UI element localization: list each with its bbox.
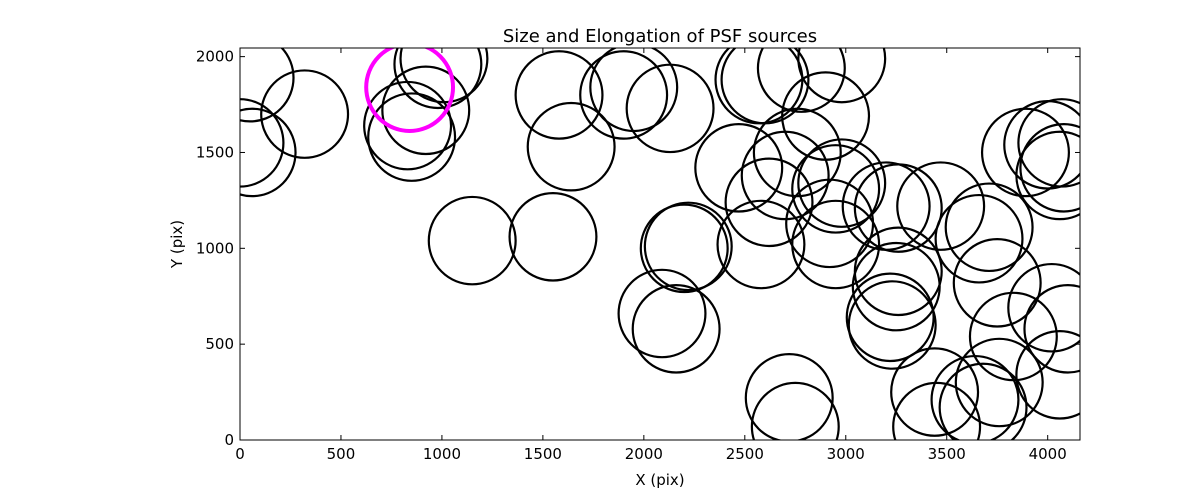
psf-source-ellipse (797, 48, 887, 104)
psf-source-ellipse (1015, 330, 1080, 420)
psf-source-ellipse (367, 92, 457, 182)
x-tick-label: 2500 (726, 445, 764, 463)
psf-source-ellipse (631, 284, 721, 374)
y-tick-label: 500 (205, 335, 234, 353)
psf-source-ellipse (399, 48, 489, 104)
psf-source-ellipse (589, 48, 679, 133)
psf-source-ellipse (381, 65, 471, 156)
psf-source-ellipse (514, 50, 604, 140)
x-tick-label: 2000 (625, 445, 663, 463)
plot-marks (240, 48, 1080, 440)
psf-source-ellipse (944, 182, 1034, 273)
y-tick-label: 1500 (196, 143, 234, 161)
psf-source-ellipse (260, 69, 350, 159)
psf-source-ellipse (791, 199, 881, 290)
psf-source-ellipse (1015, 130, 1080, 221)
psf-source-ellipse (1019, 123, 1080, 213)
psf-source-ellipse (617, 268, 707, 359)
psf-source-ellipse (240, 107, 297, 198)
y-tick-label: 0 (224, 431, 234, 449)
psf-source-ellipse (980, 107, 1070, 198)
psf-source-ellipse (797, 138, 887, 228)
psf-source-ellipse (847, 280, 937, 370)
psf-source-ellipse (639, 203, 729, 294)
highlighted-source-ellipse (364, 48, 456, 133)
y-axis-label: Y (pix) (168, 220, 186, 269)
x-tick-label: 1000 (423, 445, 461, 463)
x-tick-label: 1500 (524, 445, 562, 463)
psf-source-ellipse (968, 291, 1058, 382)
psf-source-ellipse (1017, 98, 1080, 188)
psf-source-ellipse (845, 272, 935, 363)
psf-source-ellipse (851, 241, 941, 332)
psf-source-ellipse (954, 337, 1044, 428)
psf-source-ellipse (752, 107, 842, 198)
psf-source-ellipse (791, 144, 881, 234)
psf-source-ellipse (427, 195, 517, 286)
psf-source-ellipse (744, 353, 834, 440)
psf-source-ellipse (579, 50, 669, 140)
psf-source-ellipse (716, 199, 806, 290)
psf-source-ellipse (934, 193, 1024, 284)
x-tick-label: 500 (327, 445, 356, 463)
psf-source-ellipse (952, 238, 1042, 328)
x-tick-label: 0 (235, 445, 245, 463)
psf-source-ellipse (240, 48, 295, 123)
y-tick-label: 2000 (196, 48, 234, 66)
psf-source-ellipse (756, 48, 846, 113)
y-tick-label: 1000 (196, 239, 234, 257)
psf-source-ellipse (750, 381, 840, 440)
psf-source-ellipse (720, 48, 810, 125)
x-tick-label: 4000 (1029, 445, 1067, 463)
psf-source-ellipse (896, 161, 986, 251)
psf-source-ellipse (890, 347, 980, 437)
psf-source-ellipse (526, 101, 616, 192)
x-axis-label: X (pix) (635, 471, 684, 489)
psf-source-ellipse (1023, 284, 1080, 374)
psf-source-ellipse (1007, 262, 1080, 353)
plot-frame (239, 47, 1081, 441)
axis-ticks: 0 500 1000 1500 2000 2500 3000 3500 4000 0 500 1000… (196, 48, 1080, 463)
x-tick-label: 3000 (827, 445, 865, 463)
x-tick-label: 3500 (928, 445, 966, 463)
psf-source-ellipse (625, 63, 715, 154)
psf-source-ellipse (508, 192, 598, 282)
psf-source-ellipse (938, 362, 1028, 440)
psf-source-ellipse (781, 71, 871, 161)
psf-source-ellipse (643, 201, 733, 292)
psf-source-ellipse (892, 381, 982, 440)
chart-title: Size and Elongation of PSF sources (503, 26, 817, 47)
psf-source-ellipse (393, 48, 483, 110)
psf-source-ellipse (724, 157, 814, 248)
psf-source-ellipse (694, 123, 784, 213)
psf-source-ellipse (853, 163, 943, 253)
